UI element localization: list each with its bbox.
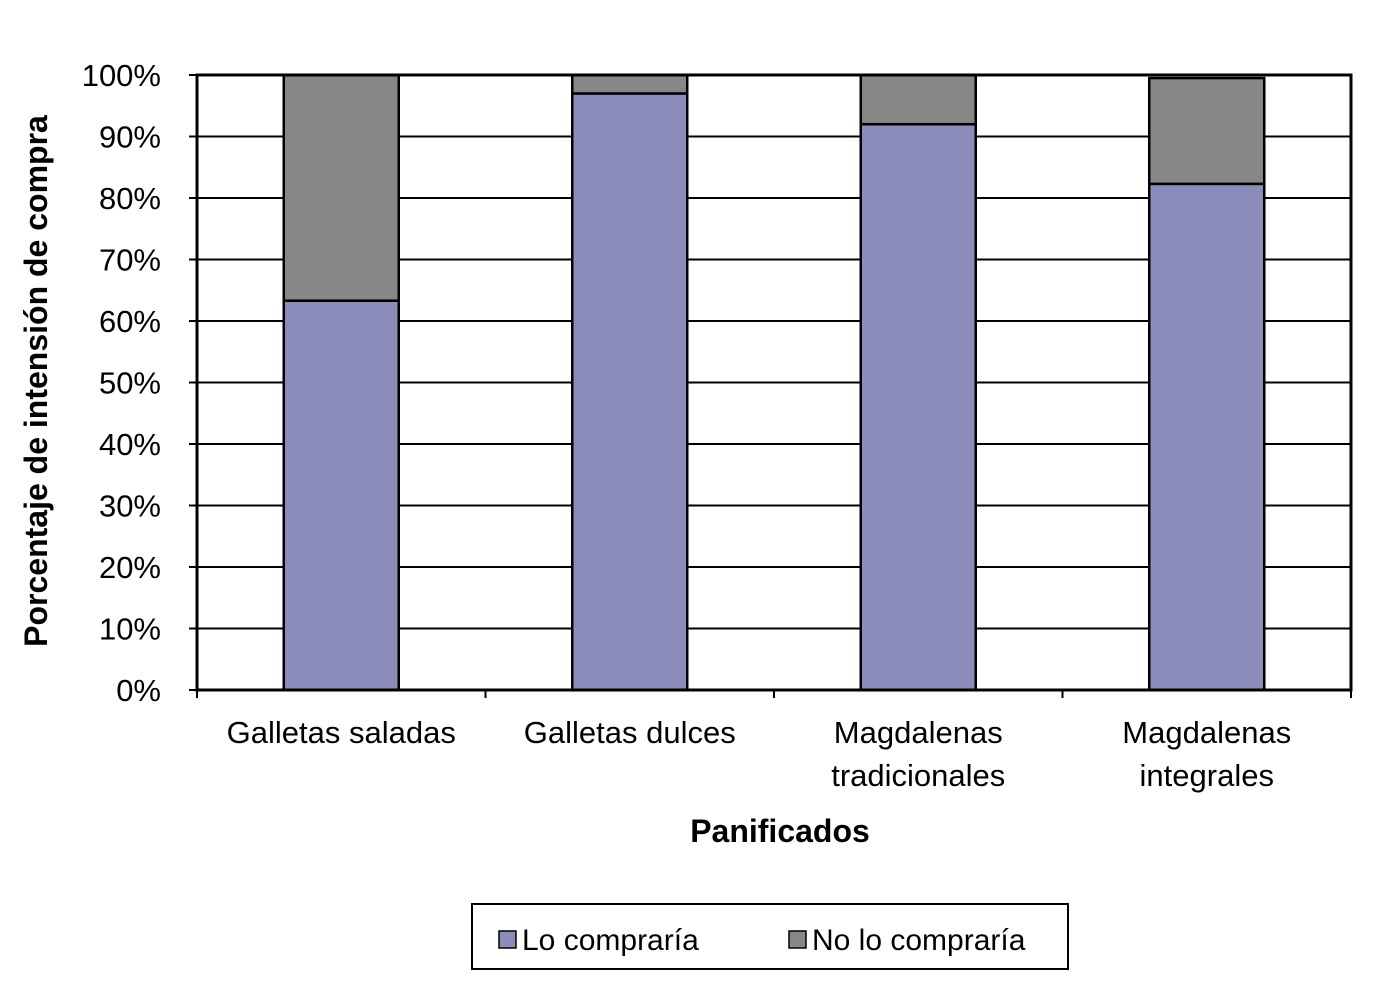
y-axis-ticks: 0% 10% 20% 30% 40% 50% 60% 70% 80% 90% 100% bbox=[82, 58, 197, 708]
y-tick-label: 30% bbox=[99, 489, 161, 524]
y-tick-label: 90% bbox=[99, 120, 161, 155]
x-tick-label: Galletas dulces bbox=[524, 715, 736, 750]
legend-swatch-no-lo-compraria bbox=[788, 930, 807, 949]
legend: Lo compraría No lo compraría bbox=[471, 903, 1069, 970]
y-tick-label: 100% bbox=[82, 58, 161, 93]
x-tick-label: Magdalenas integrales bbox=[1122, 715, 1291, 793]
legend-frame bbox=[471, 903, 1069, 970]
y-tick-label: 60% bbox=[99, 304, 161, 339]
bar-segment-series-0-cat-0 bbox=[282, 299, 400, 692]
y-tick-label: 80% bbox=[99, 181, 161, 216]
x-tick-label: Galletas saladas bbox=[227, 715, 456, 750]
y-tick-label: 0% bbox=[116, 673, 161, 708]
bar-segment-series-1-cat-1 bbox=[571, 73, 689, 95]
legend-swatch-lo-compraria bbox=[498, 930, 517, 949]
bars bbox=[282, 73, 1266, 692]
y-tick-label: 10% bbox=[99, 612, 161, 647]
bar-segment-series-0-cat-2 bbox=[859, 122, 977, 692]
y-axis-title: Porcentaje de intensión de compra bbox=[18, 115, 54, 647]
bar-segment-series-1-cat-2 bbox=[859, 73, 977, 126]
y-tick-label: 40% bbox=[99, 427, 161, 462]
y-tick-label: 50% bbox=[99, 366, 161, 401]
bar-segment-series-1-cat-3 bbox=[1148, 76, 1266, 186]
x-axis-title: Panificados bbox=[690, 813, 870, 849]
bar-segment-series-0-cat-1 bbox=[571, 92, 689, 692]
y-tick-label: 20% bbox=[99, 550, 161, 585]
x-tick-label: Magdalenas tradicionales bbox=[831, 715, 1005, 793]
y-tick-label: 70% bbox=[99, 243, 161, 278]
x-axis-ticks: Galletas saladas Galletas dulces Magdalena… bbox=[196, 690, 1352, 793]
bar-segment-series-0-cat-3 bbox=[1148, 182, 1266, 692]
legend-label-lo-compraria: Lo compraría bbox=[522, 924, 699, 957]
bar-segment-series-1-cat-0 bbox=[282, 73, 400, 302]
legend-label-no-lo-compraria: No lo compraría bbox=[812, 924, 1026, 957]
